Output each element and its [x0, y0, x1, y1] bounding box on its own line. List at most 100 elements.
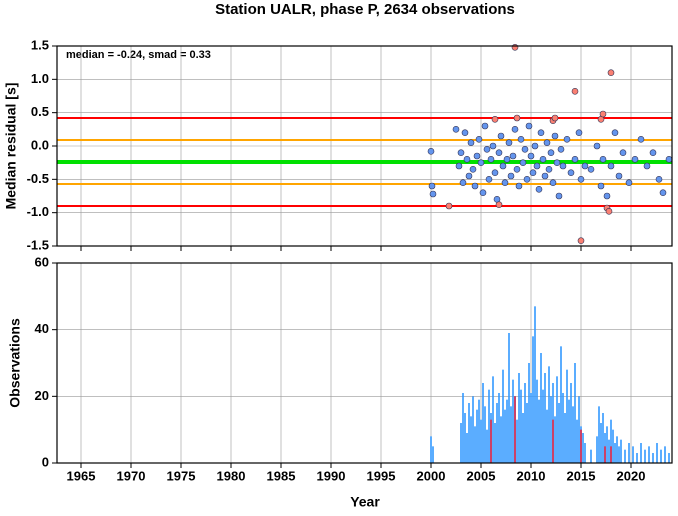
bar	[474, 426, 476, 463]
bar	[520, 389, 522, 463]
data-point	[495, 149, 503, 156]
data-point	[619, 149, 627, 156]
bar	[600, 423, 602, 463]
bar	[576, 419, 578, 463]
data-point	[553, 159, 561, 166]
y-tick-label: 0.0	[31, 137, 49, 152]
bar	[522, 413, 524, 463]
y-tick-label: -1.0	[27, 204, 49, 219]
data-point	[571, 88, 579, 95]
bar	[560, 346, 562, 463]
data-point	[479, 189, 487, 196]
data-point	[541, 172, 549, 180]
data-point	[471, 182, 479, 190]
bar	[606, 426, 608, 463]
bar	[570, 383, 572, 463]
data-point	[428, 182, 436, 190]
bar	[512, 379, 514, 463]
bar	[624, 449, 626, 463]
data-point	[499, 162, 507, 170]
bar	[612, 429, 614, 463]
bar	[486, 429, 488, 463]
bar	[532, 336, 534, 463]
bar	[562, 393, 564, 463]
data-point	[659, 189, 667, 196]
bar	[602, 413, 604, 463]
data-point	[525, 122, 533, 130]
data-point	[529, 169, 537, 176]
bar	[596, 436, 598, 463]
x-tick-label: 1985	[267, 468, 296, 483]
data-point	[637, 136, 645, 143]
y-tick-label: 1.0	[31, 71, 49, 86]
data-point	[483, 146, 491, 153]
chart-title: Station UALR, phase P, 2634 observations	[215, 1, 515, 18]
bar	[502, 369, 504, 463]
data-point	[533, 162, 541, 170]
bar	[652, 453, 654, 463]
data-point	[587, 166, 595, 173]
data-point	[547, 149, 555, 156]
annotation: median = -0.24, smad = 0.33	[66, 49, 211, 61]
bar	[464, 413, 466, 463]
y-tick-label: 1.5	[31, 37, 49, 52]
x-tick-label: 2000	[417, 468, 446, 483]
bar	[492, 376, 494, 463]
data-point	[487, 156, 495, 163]
data-point	[643, 162, 651, 170]
plot-frame	[56, 45, 673, 247]
data-point	[509, 152, 517, 160]
bar	[470, 416, 472, 463]
bar	[574, 363, 576, 463]
data-point	[625, 179, 633, 186]
data-point	[567, 169, 575, 176]
data-point	[455, 162, 463, 170]
data-point	[599, 110, 607, 118]
data-point	[545, 166, 553, 173]
x-tick-label: 1990	[317, 468, 346, 483]
y-tick-label: -1.5	[27, 237, 49, 252]
bar	[580, 429, 582, 463]
bar	[618, 446, 620, 463]
bar	[494, 423, 496, 463]
bar	[614, 443, 616, 463]
bar	[558, 403, 560, 463]
bar	[478, 399, 480, 463]
plot-frame	[56, 262, 673, 464]
bar	[526, 403, 528, 463]
y-axis-label: Median residual [s]	[3, 83, 19, 210]
bar	[566, 369, 568, 463]
x-tick-label: 2010	[517, 468, 546, 483]
bar	[584, 443, 586, 463]
data-point	[557, 146, 565, 153]
data-point	[513, 114, 521, 122]
bar	[460, 423, 462, 463]
data-point	[577, 176, 585, 183]
data-point	[517, 136, 525, 143]
data-point	[577, 237, 585, 244]
y-tick-label: 0.5	[31, 104, 49, 119]
data-point	[511, 44, 519, 51]
data-point	[475, 136, 483, 143]
bar	[546, 409, 548, 463]
data-point	[519, 159, 527, 166]
data-point	[523, 176, 531, 183]
bar	[668, 453, 670, 463]
y-tick-label: -0.5	[27, 171, 49, 186]
data-point	[489, 142, 497, 150]
bar	[536, 379, 538, 463]
data-point	[563, 136, 571, 143]
data-point	[649, 149, 657, 156]
bar	[660, 449, 662, 463]
data-point	[581, 162, 589, 170]
bar	[664, 446, 666, 463]
bar	[548, 366, 550, 463]
bar	[528, 363, 530, 463]
data-point	[507, 172, 515, 180]
data-point	[515, 182, 523, 190]
bar	[484, 406, 486, 463]
y-tick-label: 40	[35, 321, 49, 336]
x-tick-label: 1980	[217, 468, 246, 483]
x-tick-label: 2015	[567, 468, 596, 483]
data-point	[427, 148, 435, 155]
